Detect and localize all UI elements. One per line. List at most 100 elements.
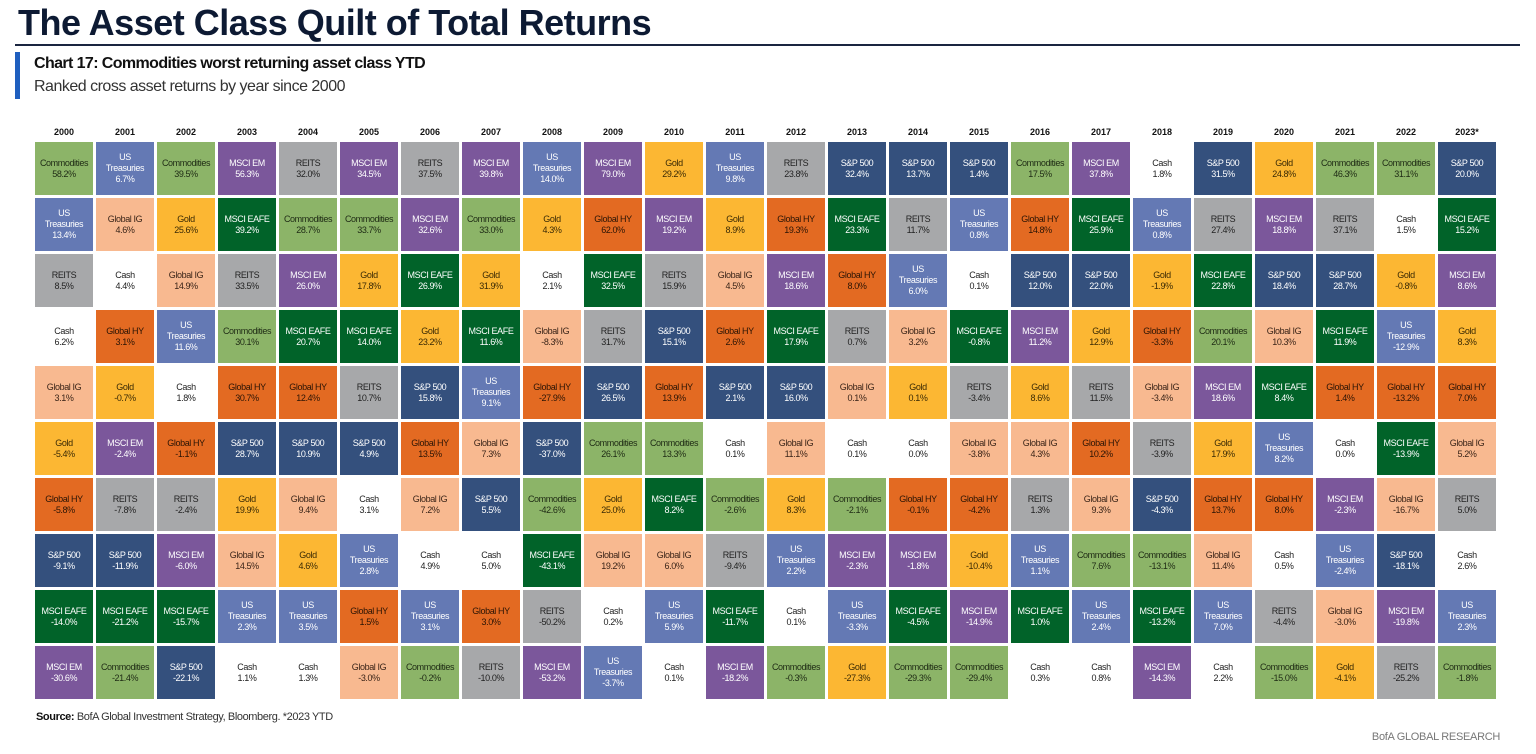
return-value: -10.0% <box>477 672 505 683</box>
quilt-cell: Global IG -3.8% <box>950 422 1008 475</box>
return-value: 37.5% <box>418 168 442 179</box>
asset-class-label: S&P 500 <box>1084 269 1118 280</box>
return-value: 9.8% <box>725 174 745 184</box>
return-value: 26.9% <box>418 280 442 291</box>
asset-class-label: Commodities <box>771 661 821 672</box>
asset-class-label: Gold <box>1031 381 1049 392</box>
return-value: -3.0% <box>358 672 380 683</box>
asset-class-label: Gold <box>299 549 317 560</box>
quilt-cell: Global IG 19.2% <box>584 534 642 587</box>
asset-class-label: MSCI EM <box>229 157 265 168</box>
asset-class-label: Global HY <box>1265 493 1303 504</box>
return-value: 1.1% <box>237 672 257 683</box>
asset-class-label: MSCI EAFE <box>163 605 209 616</box>
return-value: 4.6% <box>115 224 135 235</box>
quilt-cell: US Treasuries 14.0% <box>523 142 581 195</box>
asset-class-label: MSCI EM <box>961 605 997 616</box>
asset-class-label: Cash <box>1030 661 1050 672</box>
quilt-cell: Global IG 7.2% <box>401 478 459 531</box>
asset-class-label: MSCI EAFE <box>529 549 575 560</box>
asset-class-label: Global HY <box>655 381 693 392</box>
asset-class-label: S&P 500 <box>901 157 935 168</box>
quilt-cell: Cash 6.2% <box>35 310 93 363</box>
asset-class-label: Gold <box>177 213 195 224</box>
quilt-cell: MSCI EM -1.8% <box>889 534 947 587</box>
asset-class-label: MSCI EAFE <box>346 325 392 336</box>
asset-class-label: REITS <box>173 493 199 504</box>
return-value: 31.1% <box>1394 168 1418 179</box>
quilt-cell: Commodities 31.1% <box>1377 142 1435 195</box>
asset-class-label: Global IG <box>412 493 448 504</box>
return-value: 39.8% <box>479 168 503 179</box>
asset-class-label: MSCI EAFE <box>1017 605 1063 616</box>
asset-class-label: MSCI EAFE <box>956 325 1002 336</box>
asset-class-label: MSCI EM <box>1449 269 1485 280</box>
return-value: 23.3% <box>845 224 869 235</box>
asset-class-label: Global HY <box>1143 325 1181 336</box>
return-value: 4.3% <box>1030 448 1050 459</box>
quilt-cell: Global HY 2.6% <box>706 310 764 363</box>
quilt-cell: Cash 4.9% <box>401 534 459 587</box>
return-value: 24.8% <box>1272 168 1296 179</box>
quilt-cell: REITS 11.5% <box>1072 366 1130 419</box>
return-value: 27.4% <box>1211 224 1235 235</box>
year-header: 2007 <box>480 127 502 137</box>
quilt-cell: Commodities 28.7% <box>279 198 337 251</box>
quilt-cell: REITS 1.3% <box>1011 478 1069 531</box>
asset-class-label: Gold <box>604 493 622 504</box>
return-value: 20.1% <box>1211 336 1235 347</box>
quilt-cell: Commodities -0.3% <box>767 646 825 699</box>
quilt-cell: US Treasuries -2.4% <box>1316 534 1374 587</box>
asset-class-label: MSCI EM <box>595 157 631 168</box>
quilt-cell: REITS 15.9% <box>645 254 703 307</box>
quilt-cell: Global HY 10.2% <box>1072 422 1130 475</box>
return-value: 5.9% <box>664 622 684 632</box>
asset-class-label: Cash <box>847 437 867 448</box>
asset-class-label: Global IG <box>839 381 875 392</box>
quilt-cell: Gold 25.6% <box>157 198 215 251</box>
asset-class-label: MSCI EAFE <box>1444 213 1490 224</box>
return-value: 20.0% <box>1455 168 1479 179</box>
quilt-cell: Global IG 14.5% <box>218 534 276 587</box>
return-value: 33.5% <box>235 280 259 291</box>
return-value: 8.0% <box>1274 504 1294 515</box>
asset-class-label: Global HY <box>45 493 83 504</box>
asset-class-label: Gold <box>970 549 988 560</box>
return-value: 11.9% <box>1333 336 1357 347</box>
asset-class-label: MSCI EAFE <box>651 493 697 504</box>
asset-class-label: REITS <box>417 157 443 168</box>
quilt-cell: Gold 24.8% <box>1255 142 1313 195</box>
return-value: -2.4% <box>114 448 136 459</box>
return-value: 1.1% <box>1030 566 1050 576</box>
asset-class-label: US Treasuries <box>1264 432 1304 453</box>
return-value: 19.2% <box>662 224 686 235</box>
asset-class-label: Cash <box>420 549 440 560</box>
quilt-cell: MSCI EM 32.6% <box>401 198 459 251</box>
return-value: 11.6% <box>174 342 198 352</box>
quilt-cell: Gold -1.9% <box>1133 254 1191 307</box>
quilt-cell: MSCI EM 56.3% <box>218 142 276 195</box>
return-value: 32.5% <box>601 280 625 291</box>
return-value: -9.1% <box>53 560 75 571</box>
return-value: -1.9% <box>1151 280 1173 291</box>
return-value: -10.4% <box>965 560 993 571</box>
quilt-cell: MSCI EAFE 26.9% <box>401 254 459 307</box>
return-value: -37.0% <box>538 448 566 459</box>
return-value: 19.9% <box>235 504 259 515</box>
asset-class-label: Cash <box>786 605 806 616</box>
asset-class-label: REITS <box>966 381 992 392</box>
return-value: 33.7% <box>357 224 381 235</box>
quilt-cell: MSCI EM 26.0% <box>279 254 337 307</box>
quilt-cell: REITS 5.0% <box>1438 478 1496 531</box>
quilt-cell: MSCI EAFE 14.0% <box>340 310 398 363</box>
asset-class-label: Global IG <box>1449 437 1485 448</box>
asset-class-label: Global IG <box>778 437 814 448</box>
quilt-cell: MSCI EAFE 32.5% <box>584 254 642 307</box>
quilt-cell: S&P 500 5.5% <box>462 478 520 531</box>
asset-class-label: Cash <box>237 661 257 672</box>
return-value: 28.7% <box>235 448 259 459</box>
quilt-cell: MSCI EAFE 11.9% <box>1316 310 1374 363</box>
asset-class-label: Gold <box>787 493 805 504</box>
return-value: -19.8% <box>1392 616 1420 627</box>
return-value: 32.0% <box>296 168 320 179</box>
